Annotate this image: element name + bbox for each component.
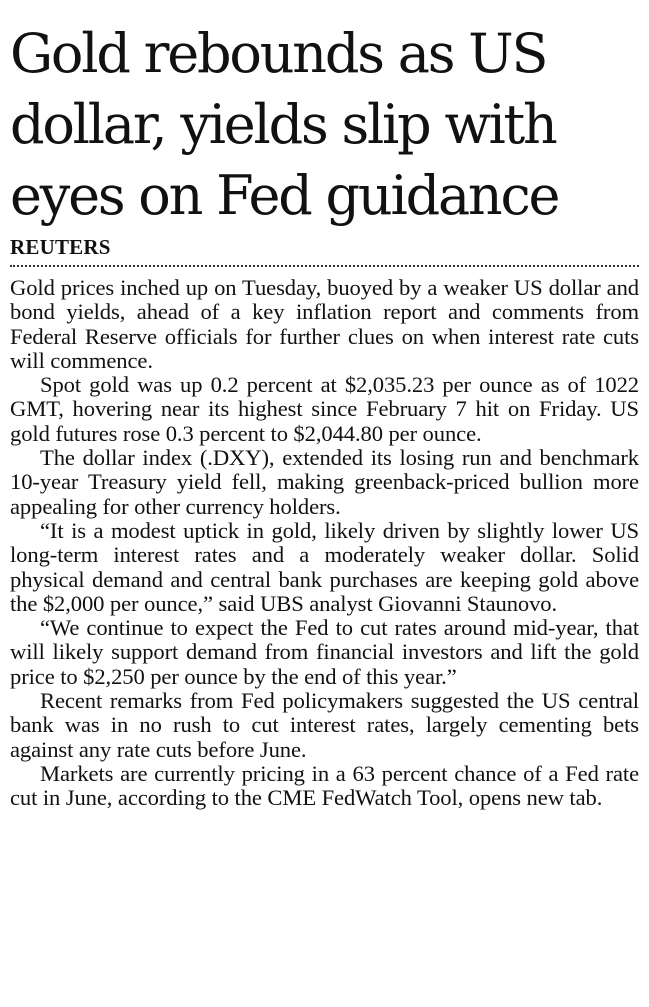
dotted-divider	[10, 265, 639, 267]
headline: Gold rebounds as US dollar, yields slip …	[10, 22, 561, 227]
paragraph-ubs-quote: “It is a modest uptick in gold, likely d…	[10, 517, 639, 616]
paragraph-fed-expectation: “We continue to expect the Fed to cut ra…	[10, 615, 639, 689]
paragraph-spot-gold: Spot gold was up 0.2 percent at $2,035.2…	[10, 372, 639, 446]
paragraph-fedwatch: Markets are currently pricing in a 63 pe…	[10, 760, 639, 811]
paragraph-fed-remarks: Recent remarks from Fed policymakers sug…	[10, 688, 639, 762]
news-article: Gold rebounds as US dollar, yields slip …	[10, 0, 639, 811]
paragraph-lead: Gold prices inched up on Tuesday, buoyed…	[10, 275, 639, 373]
article-body: Gold prices inched up on Tuesday, buoyed…	[10, 275, 639, 811]
paragraph-dollar-index: The dollar index (.DXY), extended its lo…	[10, 445, 639, 519]
byline: REUTERS	[10, 235, 111, 259]
